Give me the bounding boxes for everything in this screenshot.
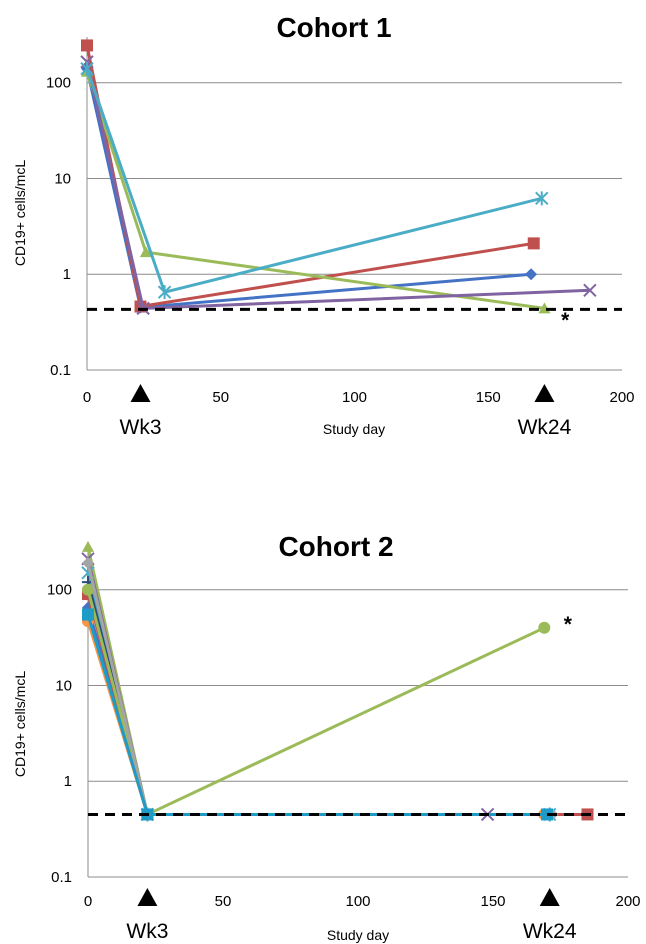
- series-7-line-cohort-2: [86, 581, 550, 816]
- x-tick-label-0-cohort-1: 0: [83, 389, 91, 406]
- x-tick-label-150-cohort-1: 150: [476, 389, 501, 406]
- series-2-point-3-cohort-1: [527, 237, 540, 250]
- x-axis-label-cohort-1: Study day: [323, 421, 385, 437]
- series-4-line-cohort-2: [86, 558, 488, 816]
- chart-title-cohort-1: Cohort 1: [276, 12, 391, 43]
- plot-layer-cohort-1: 0.1 1 10 100 0 50 100 150 200 Wk3 Wk24 *: [46, 37, 635, 439]
- series-4-point-3-cohort-1: [583, 283, 597, 297]
- series-1-point-3-cohort-1: [525, 268, 538, 281]
- series-5-point-2-cohort-1: [157, 285, 172, 300]
- series-8-line-cohort-2: [86, 589, 545, 816]
- y-axis-label-cohort-2: CD19+ cells/mcL: [12, 671, 28, 777]
- series-1-line-cohort-1: [85, 68, 532, 309]
- series-3-line-cohort-2: [86, 546, 547, 816]
- x-tick-label-100-cohort-1: 100: [342, 389, 367, 406]
- series-6-line-cohort-2: [86, 620, 545, 816]
- x-tick-label-200-cohort-2: 200: [615, 893, 640, 910]
- series-3-point-2-cohort-1: [139, 246, 152, 258]
- annotation-asterisk-cohort-1: *: [561, 309, 570, 332]
- y-tick-label-1-cohort-1: 1: [63, 266, 71, 283]
- x-tick-label-100-cohort-2: 100: [345, 893, 370, 910]
- x-tick-label-50-cohort-1: 50: [212, 389, 229, 406]
- timepoint-label-wk24-cohort-2: Wk24: [523, 920, 577, 943]
- series-5-line-cohort-1: [85, 68, 543, 294]
- x-tick-label-200-cohort-1: 200: [609, 389, 634, 406]
- series-4-line-cohort-1: [85, 61, 590, 310]
- x-tick-label-50-cohort-2: 50: [215, 893, 232, 910]
- timepoint-label-wk3-cohort-2: Wk3: [126, 920, 168, 943]
- series-3-line-cohort-1: [85, 71, 545, 310]
- x-tick-label-0-cohort-2: 0: [84, 893, 92, 910]
- y-axis-label-cohort-1: CD19+ cells/mcL: [12, 160, 28, 266]
- y-tick-label-10-cohort-2: 10: [55, 677, 72, 694]
- series-10-line-cohort-2: [86, 614, 547, 816]
- timepoint-label-wk3-cohort-1: Wk3: [120, 416, 162, 439]
- series-5-line-cohort-2: [86, 572, 550, 816]
- series-3-point-1-cohort-2: [82, 540, 94, 552]
- y-tick-label-1-cohort-2: 1: [64, 773, 72, 790]
- annotation-asterisk-cohort-2: *: [564, 613, 573, 636]
- series-1-line-cohort-2: [86, 607, 545, 816]
- y-tick-label-0.1-cohort-2: 0.1: [51, 869, 72, 886]
- timepoint-arrow-wk3-cohort-1: [130, 384, 151, 402]
- series-10-point-1-cohort-2: [82, 608, 94, 621]
- series-2-line-cohort-1: [85, 45, 534, 309]
- timepoint-label-wk24-cohort-1: Wk24: [518, 416, 572, 439]
- series-8-point-3-cohort-2: [538, 621, 551, 634]
- series-9-line-cohort-2: [86, 562, 553, 816]
- timepoint-arrow-wk3-cohort-2: [137, 888, 158, 906]
- series-9-point-1-cohort-2: [82, 556, 94, 569]
- timepoint-arrow-wk24-cohort-2: [539, 888, 560, 906]
- y-tick-label-100-cohort-1: 100: [46, 75, 71, 92]
- series-2-point-1-cohort-1: [81, 39, 93, 52]
- y-tick-label-10-cohort-1: 10: [54, 170, 71, 187]
- chart-title-cohort-2: Cohort 2: [278, 531, 393, 562]
- y-tick-label-0.1-cohort-1: 0.1: [50, 362, 71, 379]
- x-tick-label-150-cohort-2: 150: [480, 893, 505, 910]
- plot-layer-cohort-2: 0.1 1 10 100 0 50 100 150 200 Wk3 Wk24 *: [47, 540, 641, 943]
- series-5-point-1-cohort-1: [80, 61, 94, 76]
- series-5-point-3-cohort-1: [535, 191, 549, 206]
- x-axis-label-cohort-2: Study day: [327, 927, 389, 943]
- timepoint-arrow-wk24-cohort-1: [534, 384, 555, 402]
- series-8-point-1-cohort-2: [82, 583, 94, 596]
- y-tick-label-100-cohort-2: 100: [47, 582, 72, 599]
